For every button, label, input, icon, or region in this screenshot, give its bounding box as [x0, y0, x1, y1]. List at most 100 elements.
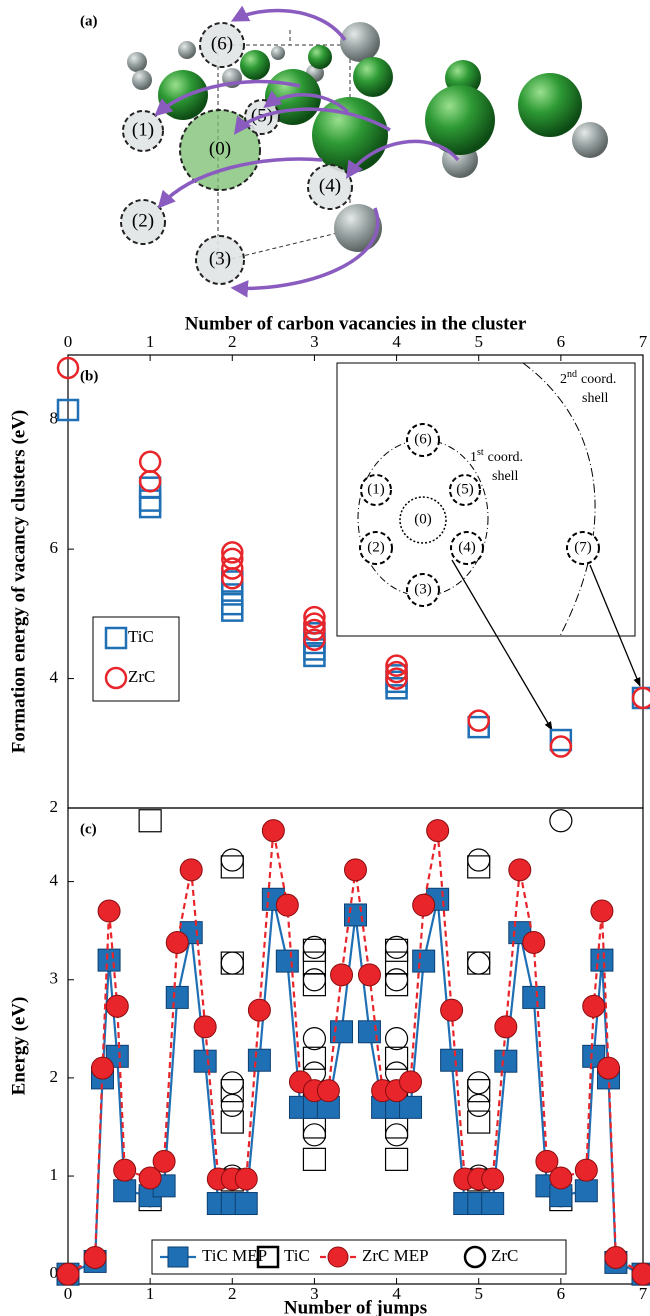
legend-label: ZrC	[128, 667, 155, 686]
marker	[331, 964, 353, 986]
series	[57, 888, 650, 1285]
series-line	[68, 831, 643, 1275]
site-label: (2)	[132, 210, 154, 231]
marker	[303, 974, 325, 996]
marker	[303, 1148, 325, 1170]
marker	[153, 1150, 175, 1172]
marker	[386, 1148, 408, 1170]
marker	[276, 950, 298, 972]
marker	[140, 491, 160, 511]
series	[57, 820, 650, 1286]
shell-word: coord.	[488, 450, 523, 465]
marker	[468, 1072, 490, 1094]
metal-atom	[158, 70, 208, 120]
marker	[550, 810, 572, 832]
y-tick-label: 2	[50, 797, 59, 816]
marker	[166, 986, 188, 1008]
marker	[468, 1111, 490, 1133]
marker	[57, 1263, 79, 1285]
marker	[248, 1049, 270, 1071]
marker	[413, 950, 435, 972]
marker	[386, 974, 408, 996]
x-tick-label: 4	[392, 332, 401, 351]
marker	[400, 1071, 422, 1093]
marker	[551, 737, 571, 757]
marker	[328, 1247, 348, 1267]
panel-label: (b)	[80, 368, 98, 384]
x-tick-label: 0	[64, 1284, 73, 1303]
marker	[591, 949, 613, 971]
legend-label: TiC	[128, 627, 154, 646]
marker	[482, 1193, 504, 1215]
marker	[468, 952, 490, 974]
carbon-atom	[132, 70, 152, 90]
x-tick-label: 2	[228, 1284, 237, 1303]
shell-suffix: nd	[567, 369, 577, 380]
x-tick-label: 0	[64, 332, 73, 351]
marker	[303, 1028, 325, 1050]
marker	[468, 1094, 490, 1116]
y-axis-title: Energy (eV)	[8, 997, 29, 1096]
marker	[575, 1159, 597, 1181]
legend-item: ZrC MEP	[320, 1246, 429, 1267]
shell-number: 1	[470, 450, 477, 465]
marker	[495, 1016, 517, 1038]
site-label: (6)	[211, 33, 233, 54]
marker	[303, 1124, 325, 1146]
marker	[221, 1094, 243, 1116]
carbon-atom	[271, 46, 285, 60]
x-tick-label: 7	[639, 1284, 648, 1303]
marker	[92, 1057, 114, 1079]
y-tick-label: 6	[50, 538, 59, 557]
marker	[468, 856, 490, 878]
panel-a: (a)(0)(1)(2)(3)(4)(5)(6)	[80, 10, 608, 288]
marker	[221, 952, 243, 974]
charts: 012345672468Number of carbon vacancies i…	[8, 313, 650, 1316]
x-tick-label: 1	[146, 1284, 155, 1303]
marker	[114, 1180, 136, 1202]
marker	[591, 900, 613, 922]
x-tick-label: 3	[310, 332, 319, 351]
marker	[84, 1247, 106, 1269]
x-axis-title: Number of jumps	[284, 1297, 427, 1316]
site-label: (3)	[209, 248, 231, 269]
x-tick-label: 6	[557, 1284, 566, 1303]
marker	[140, 452, 160, 472]
y-tick-label: 4	[50, 667, 59, 686]
legend-item: TiC MEP	[160, 1246, 267, 1267]
inset-site-label: (4)	[458, 539, 476, 555]
marker	[180, 859, 202, 881]
x-axis-title: Number of carbon vacancies in the cluste…	[185, 313, 527, 334]
inset-site-label: (0)	[414, 511, 432, 527]
marker	[168, 1247, 188, 1267]
site-label: (1)	[132, 119, 154, 140]
shell-label: shell	[492, 469, 519, 484]
marker	[358, 964, 380, 986]
site-label: (4)	[319, 175, 341, 196]
y-tick-label: 3	[50, 969, 59, 988]
marker	[468, 849, 490, 871]
carbon-atom	[572, 122, 608, 158]
inset-site-label: (7)	[574, 539, 592, 555]
legend-label: TiC	[284, 1246, 310, 1265]
x-tick-label: 6	[557, 332, 566, 351]
metal-atom	[308, 45, 332, 69]
y-tick-label: 4	[50, 871, 59, 890]
marker	[386, 969, 408, 991]
marker	[248, 999, 270, 1021]
marker	[166, 931, 188, 953]
metal-atom	[518, 73, 582, 137]
jump-arrow	[234, 10, 345, 40]
marker	[523, 986, 545, 1008]
marker	[427, 820, 449, 842]
metal-atom	[353, 57, 393, 97]
shell-word: coord.	[581, 372, 616, 387]
shell-suffix: st	[477, 447, 484, 458]
marker	[550, 1167, 572, 1189]
marker	[140, 497, 160, 517]
marker	[386, 1028, 408, 1050]
panel-label: (a)	[80, 13, 98, 29]
